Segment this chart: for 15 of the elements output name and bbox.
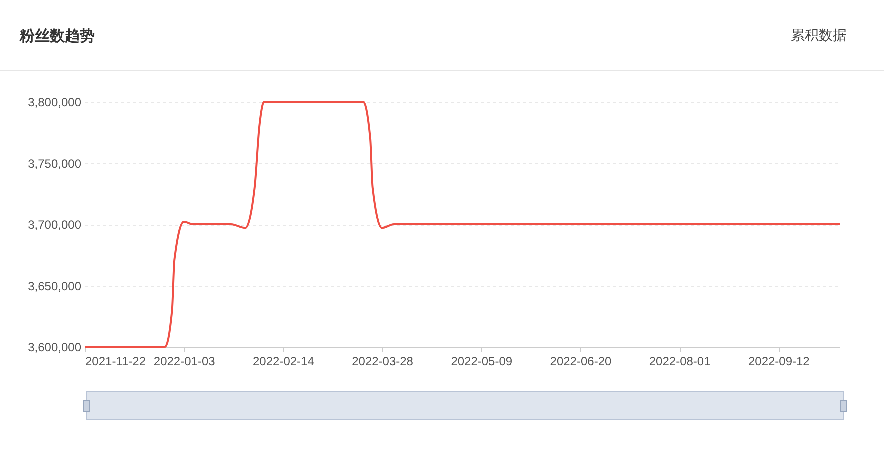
y-tick-label: 3,600,000 [28,340,82,354]
y-tick-label: 3,650,000 [28,279,82,294]
y-tick-label: 3,750,000 [28,156,82,171]
x-tick-label: 2022-05-09 [451,354,513,368]
y-tick-label: 3,700,000 [28,218,82,232]
x-tick-label: 2022-03-28 [352,354,414,368]
x-tick-label: 2022-09-12 [748,354,810,368]
x-tick-label: 2022-08-01 [649,354,712,368]
chart-title: 粉丝数趋势 [20,27,95,46]
x-tick-label: 2022-01-03 [154,354,216,368]
x-tick-label: 2021-11-22 [86,354,146,368]
x-tick-label: 2022-06-20 [550,354,612,368]
x-tick-label: 2022-02-14 [252,354,315,368]
y-tick-label: 3,800,000 [28,96,82,110]
text: 累积数据 [791,27,847,45]
